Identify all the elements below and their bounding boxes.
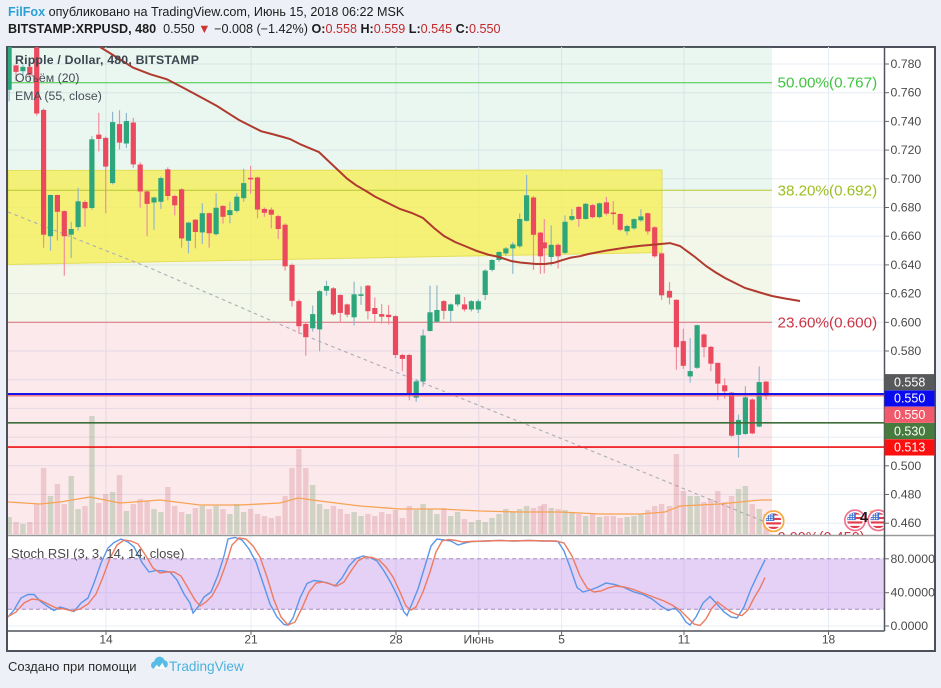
svg-text:40.0000: 40.0000 (891, 586, 936, 600)
svg-text:0.680: 0.680 (891, 201, 922, 215)
svg-text:21: 21 (244, 633, 258, 647)
svg-text:14: 14 (99, 633, 113, 647)
svg-text:0.550: 0.550 (894, 392, 925, 406)
svg-text:23.60%(0.600): 23.60%(0.600) (778, 314, 878, 331)
svg-text:0.513: 0.513 (894, 441, 925, 455)
svg-text:0.460: 0.460 (891, 516, 922, 530)
svg-text:Ripple / Dollar, 480, BITSTAMP: Ripple / Dollar, 480, BITSTAMP (15, 53, 199, 67)
svg-text:0.550: 0.550 (894, 408, 925, 422)
svg-text:38.20%(0.692): 38.20%(0.692) (778, 182, 878, 199)
svg-text:0.500: 0.500 (891, 459, 922, 473)
svg-text:0.740: 0.740 (891, 114, 922, 128)
svg-text:0.530: 0.530 (894, 424, 925, 438)
svg-text:0.760: 0.760 (891, 86, 922, 100)
svg-text:EMA (55, close): EMA (55, close) (15, 89, 102, 103)
svg-text:11: 11 (678, 633, 691, 647)
svg-text:0.720: 0.720 (891, 143, 922, 157)
svg-text:0.700: 0.700 (891, 172, 922, 186)
svg-text:Июнь: Июнь (464, 633, 495, 647)
svg-text:0.0000: 0.0000 (891, 619, 929, 633)
svg-text:28: 28 (389, 633, 403, 647)
svg-text:Объём (20): Объём (20) (15, 71, 79, 85)
svg-text:4: 4 (860, 510, 868, 526)
svg-text:80.0000: 80.0000 (891, 552, 936, 566)
svg-text:0.780: 0.780 (891, 57, 922, 71)
svg-text:50.00%(0.767): 50.00%(0.767) (778, 75, 878, 92)
svg-text:0.620: 0.620 (891, 287, 922, 301)
svg-text:0.640: 0.640 (891, 258, 922, 272)
svg-text:0.660: 0.660 (891, 229, 922, 243)
svg-text:0.480: 0.480 (891, 488, 922, 502)
svg-text:0.558: 0.558 (894, 375, 925, 389)
svg-text:0.600: 0.600 (891, 315, 922, 329)
svg-text:5: 5 (558, 633, 565, 647)
svg-text:0.580: 0.580 (891, 344, 922, 358)
svg-text:18: 18 (822, 633, 836, 647)
